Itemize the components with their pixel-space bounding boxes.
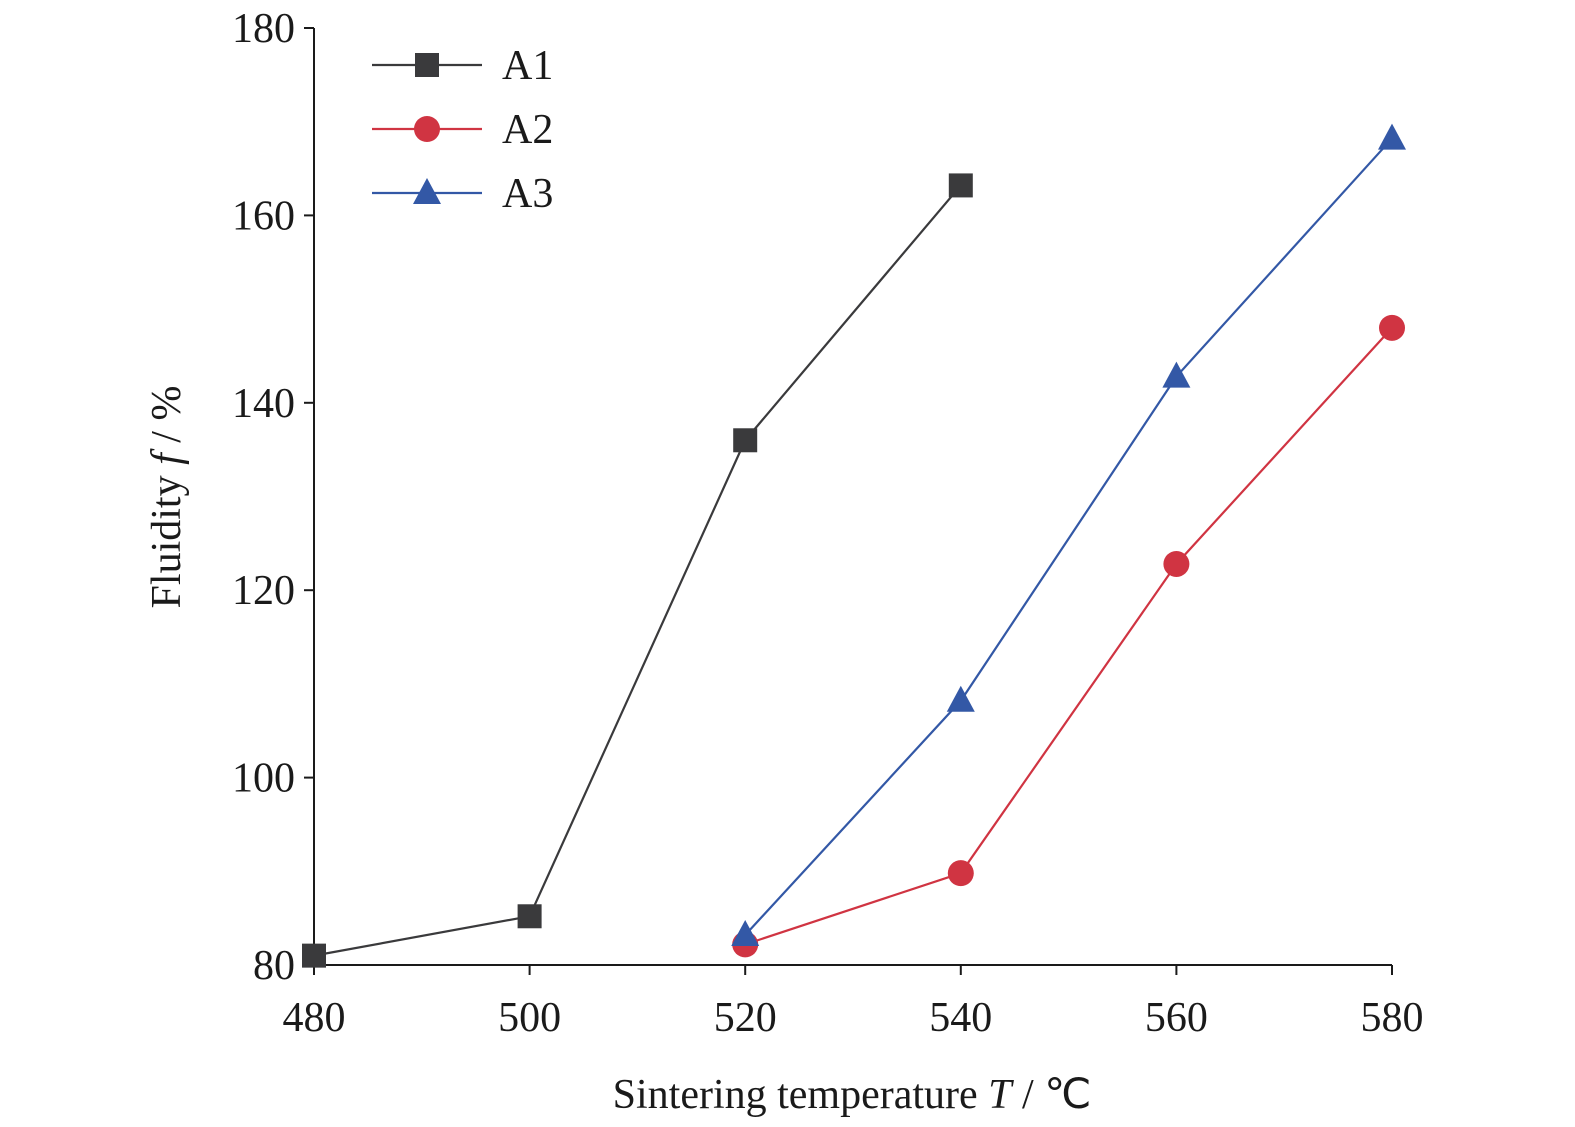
- legend-item-a3: A3: [372, 171, 553, 217]
- x-tick-label: 580: [1361, 995, 1424, 1041]
- legend-label: A2: [502, 107, 553, 153]
- legend-label: A3: [502, 171, 553, 217]
- legend-marker: [414, 116, 440, 142]
- x-ticks: 480 500 520 540 560 580: [283, 965, 1424, 1041]
- y-ticks: 80 100 120 140 160 180: [232, 6, 314, 989]
- x-axis-title-main: Sintering temperature: [613, 1072, 989, 1118]
- series-line-a1: [313, 184, 962, 957]
- legend-item-a2: A2: [372, 107, 553, 153]
- legend: A1 A2 A3: [372, 43, 553, 217]
- data-point-a1: [517, 904, 542, 929]
- series-line-a2: [744, 327, 1393, 946]
- data-point-a3: [1162, 361, 1191, 388]
- legend-marker: [413, 178, 441, 204]
- y-tick-label: 160: [232, 193, 295, 239]
- data-point-a1: [302, 943, 326, 968]
- legend-marker: [415, 53, 439, 77]
- y-axis-title-main: Fluidity: [144, 465, 190, 609]
- data-point-a3: [1378, 123, 1406, 150]
- x-axis-title-unit: / ℃: [1012, 1072, 1092, 1118]
- x-axis-title: Sintering temperature T / ℃: [613, 1072, 1092, 1118]
- y-axis-title-unit: / %: [144, 386, 190, 454]
- legend-label: A1: [502, 43, 553, 89]
- series-line-a3: [744, 137, 1393, 936]
- x-tick-label: 480: [283, 995, 346, 1041]
- data-point-a2: [1379, 314, 1405, 341]
- y-tick-label: 80: [253, 943, 295, 989]
- x-tick-label: 500: [498, 995, 561, 1041]
- series-layer: [302, 123, 1406, 968]
- data-point-a3: [946, 685, 975, 712]
- y-tick-label: 180: [232, 6, 295, 52]
- x-tick-label: 520: [714, 995, 777, 1041]
- data-point-a3: [731, 920, 760, 947]
- data-point-a1: [733, 428, 758, 453]
- series-a3: [731, 123, 1406, 947]
- x-tick-label: 560: [1145, 995, 1208, 1041]
- x-axis-title-var: T: [988, 1072, 1014, 1118]
- legend-item-a1: A1: [372, 43, 553, 89]
- y-tick-label: 140: [232, 381, 295, 427]
- axes: [313, 28, 1392, 966]
- x-tick-label: 540: [929, 995, 992, 1041]
- data-point-a2: [1163, 550, 1190, 577]
- data-point-a1: [948, 173, 973, 198]
- y-tick-label: 100: [232, 756, 295, 802]
- y-tick-label: 120: [232, 568, 295, 614]
- y-axis-title: Fluidity f / %: [144, 386, 190, 609]
- series-a1: [302, 173, 973, 968]
- series-a2: [732, 314, 1405, 958]
- data-point-a2: [947, 860, 974, 887]
